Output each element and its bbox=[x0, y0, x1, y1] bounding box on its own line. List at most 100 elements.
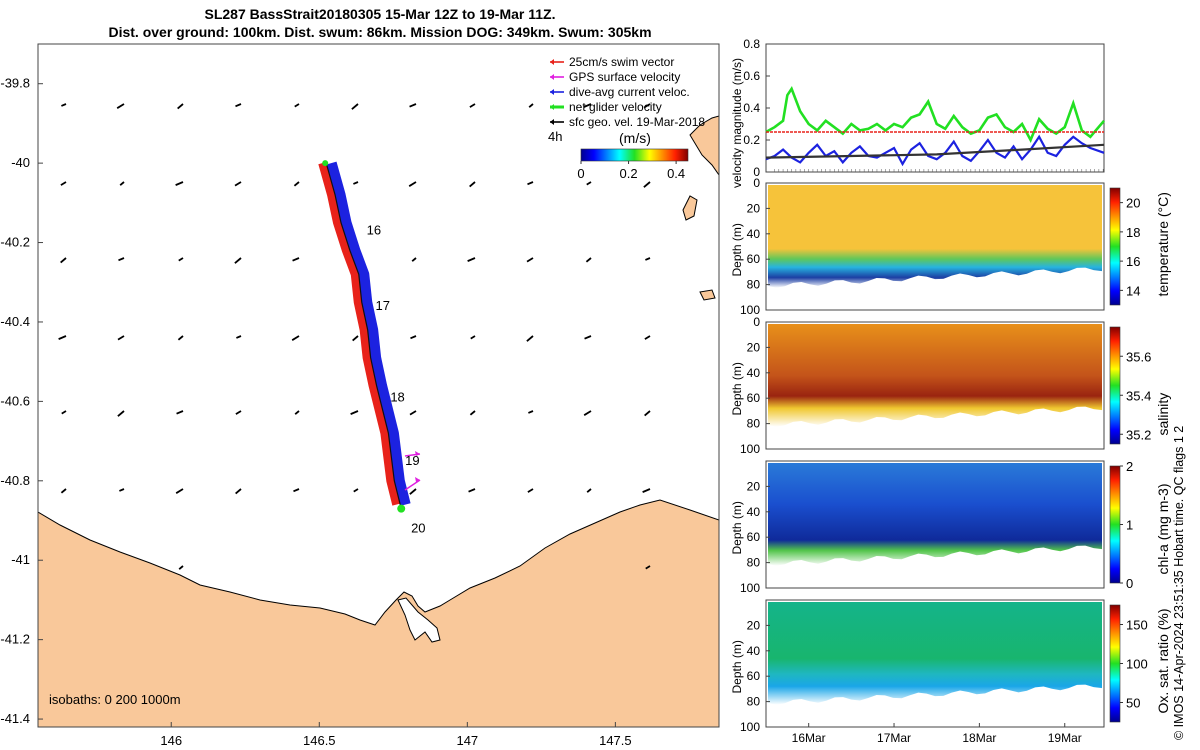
current-arrow bbox=[116, 103, 125, 109]
velocity-series-line bbox=[765, 143, 1105, 159]
current-arrow bbox=[353, 488, 359, 493]
oxygen-section-field bbox=[768, 602, 1102, 705]
current-arrow bbox=[178, 257, 184, 262]
current-arrow bbox=[60, 181, 67, 186]
current-arrow bbox=[234, 181, 242, 187]
legend-label: 25cm/s swim vector bbox=[569, 55, 674, 69]
legend-label: net glider velocity bbox=[569, 100, 662, 114]
colorbar-tick-label: 0.4 bbox=[667, 166, 685, 181]
map-ticks: 146 146.5 147 147.5 -39.8 -40 -40.2 -40.4 -40.6 -… bbox=[0, 76, 631, 748]
chla-cbar-tick-label: 1 bbox=[1126, 518, 1133, 533]
current-arrow bbox=[236, 335, 242, 339]
swim-vector-band bbox=[318, 162, 401, 506]
current-arrow bbox=[526, 335, 534, 342]
current-arrow bbox=[526, 257, 534, 263]
current-arrow bbox=[527, 181, 534, 186]
salinity-ytick-label: 0 bbox=[753, 315, 760, 329]
salinity-ylabel: Depth (m) bbox=[730, 362, 744, 415]
current-arrow bbox=[645, 257, 651, 261]
map-ytick-label: -40 bbox=[11, 155, 30, 170]
legend-4h: 4h bbox=[548, 129, 562, 144]
map-xtick-label: 146.5 bbox=[303, 733, 336, 748]
island-small bbox=[699, 289, 716, 301]
current-arrow bbox=[583, 410, 592, 416]
map-ytick-label: -41.4 bbox=[0, 711, 30, 726]
map-xtick-label: 146 bbox=[160, 733, 182, 748]
map-ytick-label: -39.8 bbox=[0, 76, 30, 91]
day-label: 17 bbox=[376, 298, 390, 313]
current-arrow bbox=[586, 488, 592, 493]
oxygen-panel: 20 40 60 80 100 Depth (m) 150 100 50 Ox. sat. rat… bbox=[730, 599, 1171, 745]
current-arrow bbox=[644, 410, 651, 417]
salinity-ytick-label: 60 bbox=[747, 391, 761, 405]
current-arrow bbox=[528, 410, 534, 414]
current-arrow bbox=[643, 103, 651, 109]
velocity-ytick-label: 0.6 bbox=[743, 69, 760, 83]
map-panel: 16 17 18 19 20 146 146.5 147 147.5 -39.8 -40 -40.2… bbox=[0, 43, 720, 748]
day-labels: 16 17 18 19 20 bbox=[367, 223, 426, 536]
map-ytick-label: -40.2 bbox=[0, 235, 30, 250]
gps-arrow-head bbox=[415, 477, 420, 482]
chla-cbar-tick-label: 0 bbox=[1126, 576, 1133, 591]
current-arrow bbox=[528, 103, 534, 108]
current-arrow bbox=[584, 335, 592, 340]
land-tasmania bbox=[38, 499, 719, 727]
oxygen-cbar-label: Ox. sat. ratio (%) bbox=[1155, 608, 1171, 713]
track-end bbox=[397, 504, 406, 513]
chla-ylabel: Depth (m) bbox=[730, 501, 744, 554]
current-arrow bbox=[119, 488, 125, 492]
current-arrow bbox=[351, 103, 359, 110]
chla-ytick-label: 60 bbox=[747, 530, 761, 544]
velocity-ytick-label: 0 bbox=[753, 165, 760, 179]
current-arrow bbox=[468, 488, 476, 493]
salinity-cbar-tick-label: 35.4 bbox=[1126, 388, 1151, 403]
current-arrow bbox=[294, 103, 300, 108]
current-arrow bbox=[644, 335, 651, 340]
track-line bbox=[325, 162, 401, 505]
velocity-ylabel: velocity magnitude (m/s) bbox=[730, 58, 744, 188]
salinity-ytick-label: 80 bbox=[747, 417, 761, 431]
chla-ytick-label: 20 bbox=[747, 479, 761, 493]
chla-ytick-label: 40 bbox=[747, 505, 761, 519]
salinity-ytick-label: 100 bbox=[740, 442, 760, 456]
river-estuary bbox=[397, 597, 441, 643]
map-ytick-label: -41.2 bbox=[0, 632, 30, 647]
velocity-panel: 0 0.2 0.4 0.6 0.8 velocity magnitude (m/s) bbox=[730, 37, 1105, 188]
current-arrow bbox=[293, 488, 300, 493]
salinity-ytick-label: 20 bbox=[747, 340, 761, 354]
legend-arrowhead bbox=[550, 104, 554, 110]
current-arrow bbox=[117, 410, 125, 417]
current-arrow bbox=[175, 488, 184, 494]
salinity-panel: 0 20 40 60 80 100 Depth (m) 35.6 35.4 35.2 salinit… bbox=[730, 315, 1171, 456]
current-arrow bbox=[292, 257, 300, 262]
map-ytick-label: -40.6 bbox=[0, 393, 30, 408]
day-label: 18 bbox=[390, 389, 404, 404]
chla-ytick-label: 80 bbox=[747, 556, 761, 570]
temperature-ytick-label: 80 bbox=[747, 278, 761, 292]
current-arrow bbox=[408, 181, 417, 187]
current-arrow bbox=[60, 488, 67, 494]
current-arrow bbox=[469, 103, 476, 108]
colorbar-tick-label: 0 bbox=[577, 166, 584, 181]
salinity-cbar-label: salinity bbox=[1155, 393, 1171, 436]
current-arrow bbox=[177, 103, 184, 110]
current-arrow bbox=[294, 410, 300, 415]
time-xtick-label: 19Mar bbox=[1048, 731, 1082, 745]
legend-arrowhead bbox=[550, 59, 554, 65]
chla-panel: 20 40 60 80 100 Depth (m) 2 1 0 chl-a (mg m-3) bbox=[730, 459, 1171, 595]
current-arrow bbox=[58, 335, 67, 340]
temperature-ytick-label: 60 bbox=[747, 252, 761, 266]
map-xtick-label: 147.5 bbox=[599, 733, 632, 748]
gps-arrow-head bbox=[415, 451, 420, 456]
current-arrow bbox=[470, 335, 476, 340]
time-xtick-label: 16Mar bbox=[792, 731, 826, 745]
temperature-section-field bbox=[768, 185, 1102, 288]
current-arrow bbox=[469, 410, 476, 416]
chart-title-line2: Dist. over ground: 100km. Dist. swum: 86… bbox=[108, 24, 652, 40]
isobaths-label: isobaths: 0 200 1000m bbox=[49, 692, 181, 707]
current-arrow bbox=[411, 257, 417, 262]
island-upper bbox=[689, 115, 719, 176]
day-label: 19 bbox=[405, 453, 419, 468]
